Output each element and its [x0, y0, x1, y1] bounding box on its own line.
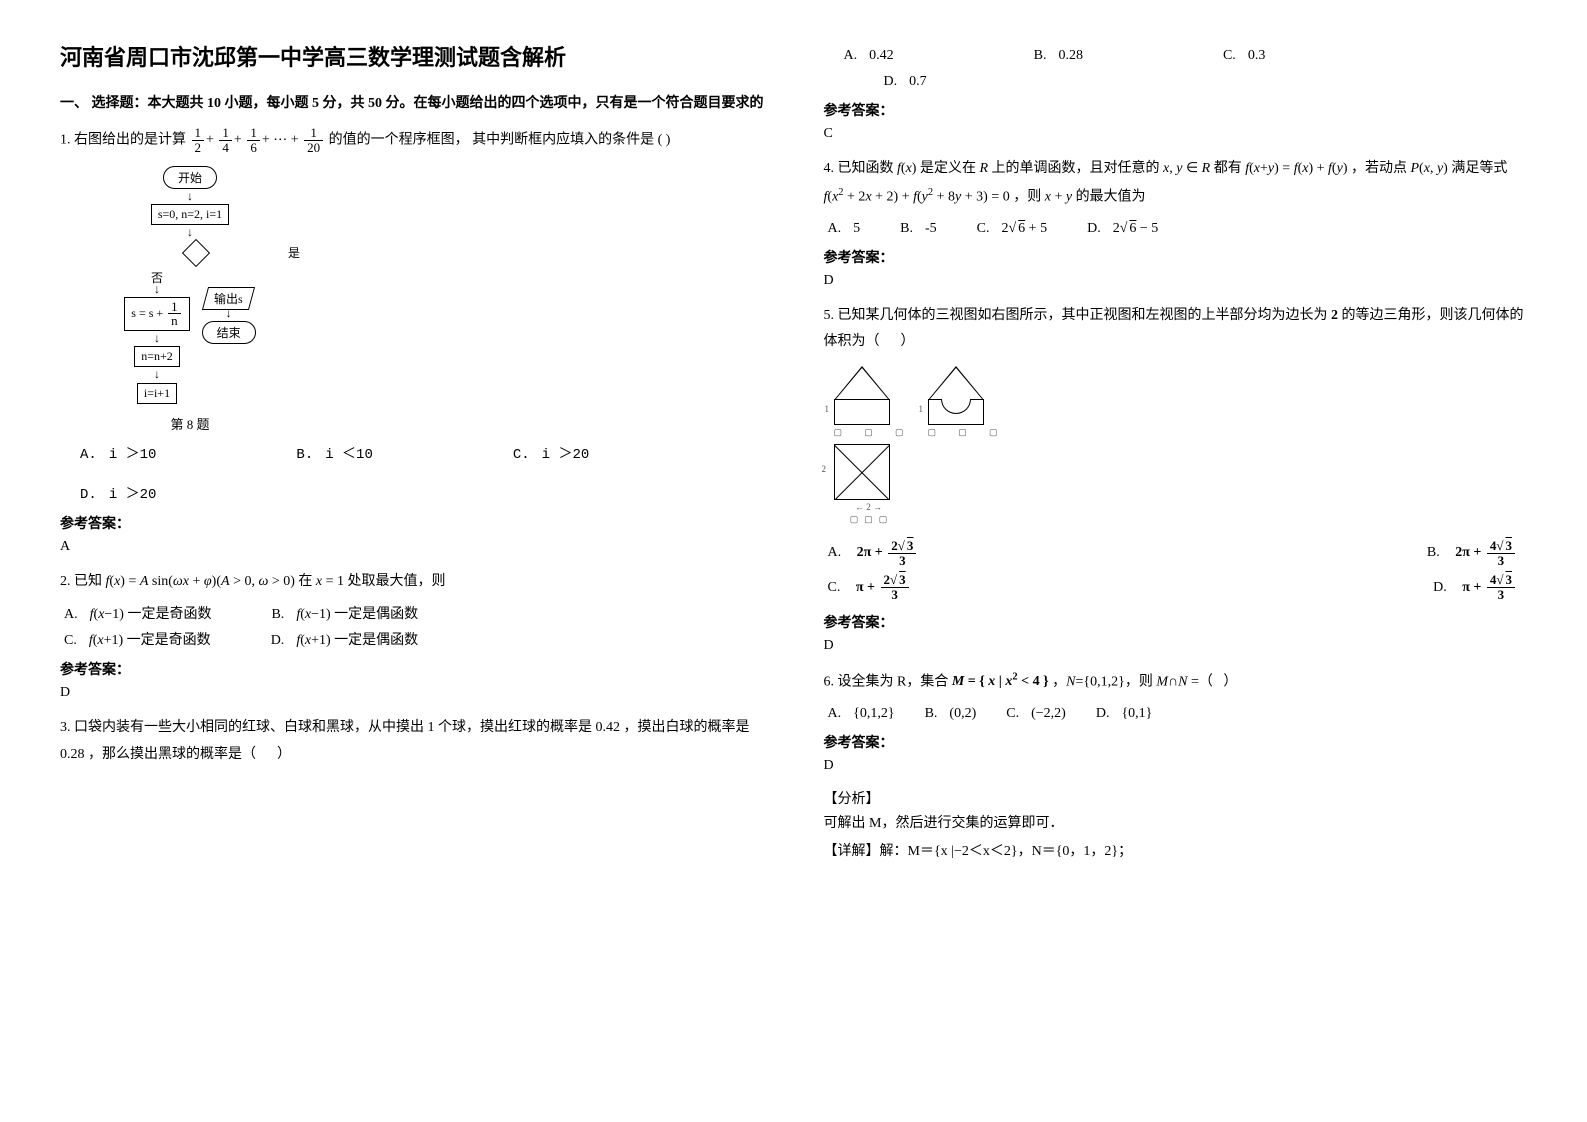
q5-answer: D — [824, 638, 1528, 654]
q3-stem: 3. 口袋内装有一些大小相同的红球、白球和黑球，从中摸出 1 个球，摸出红球的概… — [60, 715, 764, 768]
flow-update-n: n=n+2 — [134, 346, 180, 367]
q4-options: A.5 B.-5 C.2√6 + 5 D.2√6 − 5 — [828, 221, 1528, 237]
page-title: 河南省周口市沈邱第一中学高三数学理测试题含解析 — [60, 40, 764, 72]
q1-opt-d: D.i ＞20 — [80, 483, 156, 503]
q4-opt-a: A.5 — [828, 221, 861, 237]
q6-options: A.{0,1,2} B.(0,2) C.(−2,2) D.{0,1} — [828, 706, 1528, 722]
answer-label: 参考答案： — [60, 659, 764, 679]
q4-opt-d: D.2√6 − 5 — [1087, 221, 1158, 237]
q3-options: A.0.42 B.0.28 C.0.3 — [844, 48, 1528, 64]
q4-answer: D — [824, 273, 1528, 289]
answer-label: 参考答案： — [824, 612, 1528, 632]
flow-decision — [182, 239, 210, 267]
left-column: 河南省周口市沈邱第一中学高三数学理测试题含解析 一、 选择题：本大题共 10 小… — [60, 40, 764, 860]
q6-opt-a: A.{0,1,2} — [828, 706, 895, 722]
flow-update-i: i=i+1 — [137, 383, 177, 404]
dim-2b: 2 — [866, 502, 871, 512]
flow-end: 结束 — [202, 321, 256, 344]
arrow-icon: ↓ — [154, 335, 160, 342]
q2-answer: D — [60, 685, 764, 701]
q5-opt-b: B. 2π + 4√33 — [1427, 539, 1517, 567]
arrow-icon: ↓ — [226, 310, 232, 317]
q5-options-row1: A. 2π + 2√33 B. 2π + 4√33 — [828, 539, 1518, 567]
analysis-heading: 【分析】 — [824, 788, 1528, 808]
answer-label: 参考答案： — [824, 732, 1528, 752]
answer-label: 参考答案： — [60, 513, 764, 533]
q4-stem: 4. 已知函数 f(x) 是定义在 R 上的单调函数，且对任意的 x, y ∈ … — [824, 156, 1528, 211]
flowchart: 开始 ↓ s=0, n=2, i=1 ↓ 是 否 ↓ s = s + 1n ↓ … — [80, 166, 300, 432]
q1-answer: A — [60, 539, 764, 555]
arrow-icon: ↓ — [154, 286, 160, 293]
three-views: 1 ▢▢▢ 1 ▢▢▢ — [834, 366, 1528, 438]
q1-opt-a: A.i ＞10 — [80, 443, 156, 463]
q3-opt-d: D.0.7 — [884, 74, 927, 90]
flow-caption: 第 8 题 — [80, 414, 300, 433]
flow-yes: 是 — [288, 244, 300, 261]
q2-options: A.f(x−1) 一定是奇函数 B.f(x−1) 一定是偶函数 C.f(x+1)… — [64, 603, 764, 649]
q6-opt-d: D.{0,1} — [1096, 706, 1153, 722]
q6-opt-b: B.(0,2) — [925, 706, 977, 722]
q5-options-row2: C. π + 2√33 D. π + 4√33 — [828, 573, 1518, 601]
q2-opt-c: C.f(x+1) 一定是奇函数 — [64, 629, 211, 649]
right-column: A.0.42 B.0.28 C.0.3 D.0.7 参考答案： C 4. 已知函… — [824, 40, 1528, 860]
answer-label: 参考答案： — [824, 247, 1528, 267]
flow-update-s: s = s + 1n — [124, 297, 189, 331]
q3-answer: C — [824, 126, 1528, 142]
arrow-icon: ↓ — [80, 193, 300, 200]
detail-text: M＝{x |−2＜x＜2}，N＝{0，1，2}； — [908, 844, 1133, 859]
q1-stem-pre: 1. 右图给出的是计算 — [60, 132, 186, 147]
dim-1b: 1 — [919, 404, 924, 414]
detail-line: 【详解】解：M＝{x |−2＜x＜2}，N＝{0，1，2}； — [824, 840, 1528, 860]
q4-opt-c: C.2√6 + 5 — [977, 221, 1047, 237]
analysis-text: 可解出 M，然后进行交集的运算即可． — [824, 812, 1528, 832]
arrow-icon: ↓ — [154, 371, 160, 378]
q3-opt-a: A.0.42 — [844, 48, 894, 64]
q5-opt-a: A. 2π + 2√33 — [828, 539, 919, 567]
q5-opt-c: C. π + 2√33 — [828, 573, 911, 601]
q5-stem: 5. 已知某几何体的三视图如右图所示，其中正视图和左视图的上半部分均为边长为 2… — [824, 303, 1528, 356]
flow-init: s=0, n=2, i=1 — [151, 204, 229, 225]
q1-opt-b: B.i ＜10 — [296, 443, 372, 463]
q4-opt-b: B.-5 — [900, 221, 937, 237]
frac-1-6: 16 — [247, 126, 260, 154]
q6-opt-c: C.(−2,2) — [1006, 706, 1066, 722]
q1-stem-post: 的值的一个程序框图， 其中判断框内应填入的条件是 ( ) — [329, 132, 671, 147]
q2-stem: 2. 已知 f(x) = A sin(ωx + φ)(A > 0, ω > 0)… — [60, 569, 764, 596]
q3-opt-b: B.0.28 — [1034, 48, 1083, 64]
q6-answer: D — [824, 758, 1528, 774]
q1-options: A.i ＞10 B.i ＜10 C.i ＞20 D.i ＞20 — [80, 443, 764, 503]
q2-opt-b: B.f(x−1) 一定是偶函数 — [271, 603, 418, 623]
frac-1-2: 12 — [192, 126, 205, 154]
dim-1: 1 — [825, 404, 830, 414]
answer-label: 参考答案： — [824, 100, 1528, 120]
q3-opt-c: C.0.3 — [1223, 48, 1265, 64]
flow-output: 输出s — [202, 287, 255, 310]
q5-opt-d: D. π + 4√33 — [1433, 573, 1517, 601]
section-1-heading: 一、 选择题：本大题共 10 小题，每小题 5 分，共 50 分。在每小题给出的… — [60, 92, 764, 112]
q1-stem: 1. 右图给出的是计算 12+ 14+ 16+ ⋯ + 120 的值的一个程序框… — [60, 126, 764, 154]
q2-opt-a: A.f(x−1) 一定是奇函数 — [64, 603, 211, 623]
q1-opt-c: C.i ＞20 — [513, 443, 589, 463]
frac-1-4: 14 — [219, 126, 232, 154]
flow-start: 开始 — [163, 166, 217, 189]
front-view: 1 ▢▢▢ — [834, 366, 904, 438]
top-view: 2 ← 2 → ▢▢▢ — [834, 444, 904, 525]
dim-2: 2 — [822, 464, 827, 474]
frac-1-20: 120 — [304, 126, 323, 154]
side-view: 1 ▢▢▢ — [928, 366, 998, 438]
detail-heading: 【详解】解： — [824, 844, 908, 859]
q3-options-2: D.0.7 — [884, 74, 1528, 90]
q2-opt-d: D.f(x+1) 一定是偶函数 — [271, 629, 418, 649]
q6-stem: 6. 设全集为 R，集合 M = { x | x2 < 4 } ，N={0,1,… — [824, 668, 1528, 696]
arrow-icon: ↓ — [80, 229, 300, 236]
